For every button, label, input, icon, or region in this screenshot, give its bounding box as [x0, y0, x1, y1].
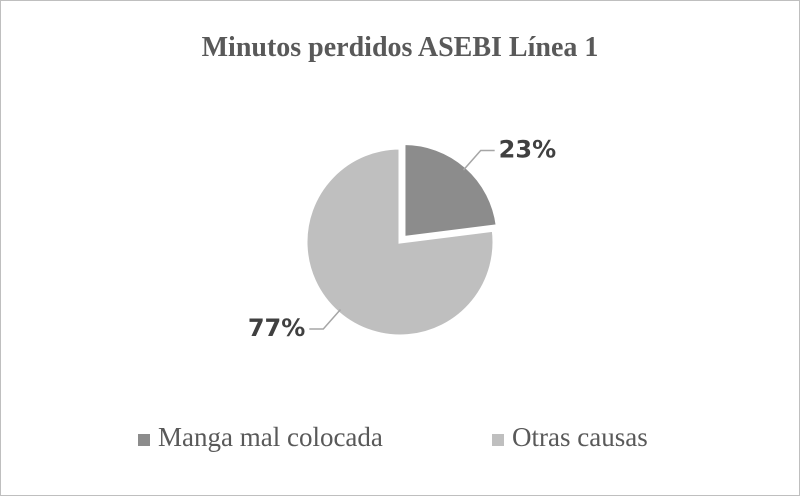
- data-label: 77%: [248, 314, 305, 342]
- data-label: 23%: [499, 135, 556, 163]
- legend-label: Manga mal colocada: [158, 422, 383, 452]
- legend-marker: [138, 434, 150, 446]
- legend-label: Otras causas: [512, 422, 648, 452]
- chart-title: Minutos perdidos ASEBI Línea 1: [202, 32, 599, 63]
- legend-marker: [492, 434, 504, 446]
- leader-line: [309, 309, 342, 330]
- leader-line: [462, 149, 495, 171]
